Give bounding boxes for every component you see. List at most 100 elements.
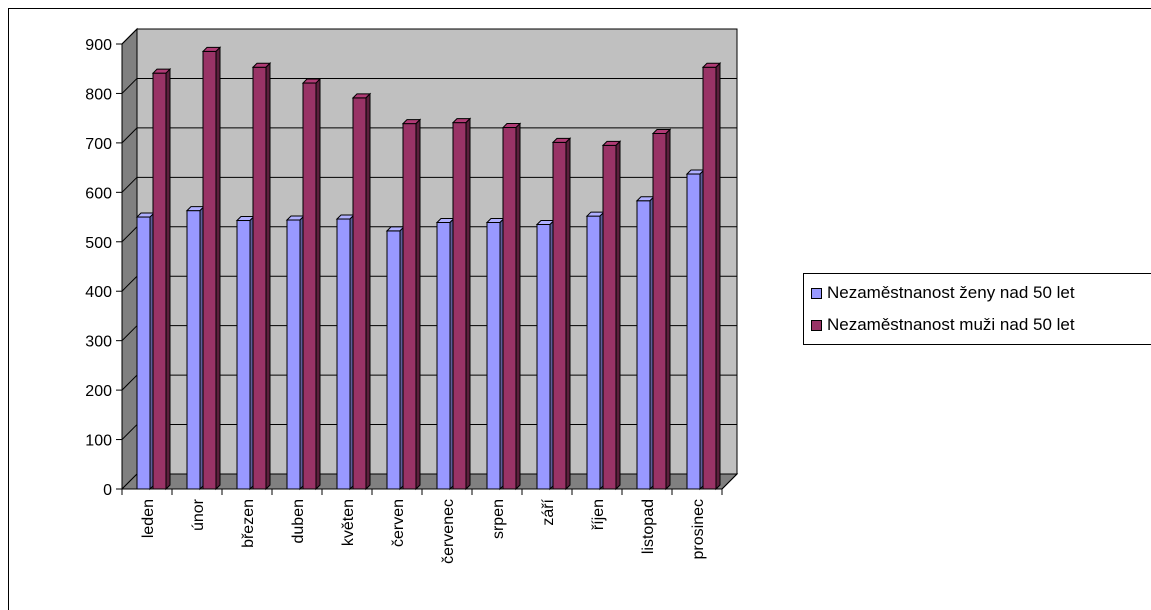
y-tick-label: 0 bbox=[103, 482, 112, 499]
y-tick-label: 700 bbox=[85, 136, 112, 153]
y-tick-label: 100 bbox=[85, 433, 112, 450]
bar-front bbox=[686, 173, 701, 490]
bar-front bbox=[252, 66, 267, 490]
legend-label-women: Nezaměstnanost ženy nad 50 let bbox=[827, 283, 1075, 302]
bar-men-září bbox=[551, 137, 572, 491]
y-tick-label: 600 bbox=[85, 185, 112, 202]
bar-front bbox=[652, 132, 667, 490]
bar-side bbox=[715, 62, 721, 491]
bar-side bbox=[665, 128, 671, 491]
bar-side bbox=[615, 140, 621, 491]
bar-men-květen bbox=[351, 92, 372, 491]
bar-men-srpen bbox=[501, 122, 522, 491]
bar-front bbox=[586, 215, 601, 490]
bar-front bbox=[486, 221, 501, 490]
bar-front bbox=[436, 221, 451, 490]
bar-front bbox=[286, 219, 301, 490]
bar-front bbox=[602, 144, 617, 490]
bar-men-únor bbox=[201, 46, 222, 491]
chart-area bbox=[8, 8, 1151, 610]
bar-women-červen bbox=[385, 225, 406, 491]
bar-men-červen bbox=[401, 118, 422, 491]
x-tick-label: červen bbox=[390, 499, 407, 547]
bar-women-leden bbox=[135, 211, 156, 491]
legend-item-men: Nezaměstnanost muži nad 50 let bbox=[811, 314, 1075, 336]
bar-front bbox=[202, 50, 217, 490]
x-tick-label: únor bbox=[190, 498, 207, 531]
y-tick-label: 500 bbox=[85, 235, 112, 252]
bar-side bbox=[165, 67, 171, 491]
gridline-diag bbox=[121, 28, 138, 45]
y-tick-label: 800 bbox=[85, 86, 112, 103]
legend-label-men: Nezaměstnanost muži nad 50 let bbox=[827, 315, 1075, 334]
bar-front bbox=[152, 72, 167, 490]
bar-front bbox=[136, 216, 151, 490]
gridline-diag bbox=[121, 226, 138, 243]
y-axis-ticks: 0 100 200 300 400 500 600 700 800 900 bbox=[85, 37, 122, 499]
legend-swatch-men bbox=[811, 319, 822, 331]
bar-women-říjen bbox=[585, 210, 606, 491]
bar-front bbox=[336, 218, 351, 490]
bar-women-duben bbox=[285, 214, 306, 491]
bar-men-prosinec bbox=[701, 62, 722, 491]
x-axis-ticks: leden únor březen duben květen červen červenec… bbox=[121, 489, 723, 564]
bar-side bbox=[265, 62, 271, 491]
bar-front bbox=[386, 230, 401, 490]
bar-women-září bbox=[535, 219, 556, 491]
bar-men-říjen bbox=[601, 140, 622, 491]
gridline-diag bbox=[121, 325, 138, 342]
bar-women-červenec bbox=[435, 217, 456, 491]
legend-swatch-women bbox=[811, 287, 822, 299]
legend: Nezaměstnanost ženy nad 50 let Nezaměstn… bbox=[803, 273, 1151, 345]
bar-side bbox=[415, 118, 421, 491]
bars bbox=[135, 46, 722, 491]
x-tick-label: září bbox=[540, 498, 557, 525]
bar-front bbox=[452, 122, 467, 490]
gridline-diag bbox=[121, 176, 138, 193]
x-tick-label: červenec bbox=[440, 499, 457, 564]
bar-women-květen bbox=[335, 213, 356, 491]
y-tick-label: 300 bbox=[85, 334, 112, 351]
bar-side bbox=[215, 46, 221, 491]
x-tick-label: listopad bbox=[640, 499, 657, 554]
x-tick-label: srpen bbox=[490, 499, 507, 539]
legend-item-women: Nezaměstnanost ženy nad 50 let bbox=[811, 282, 1075, 304]
bar-men-březen bbox=[251, 62, 272, 491]
y-tick-label: 400 bbox=[85, 284, 112, 301]
bar-front bbox=[302, 82, 317, 490]
side-wall bbox=[121, 27, 138, 491]
bar-front bbox=[502, 127, 517, 490]
bar-side bbox=[565, 137, 571, 491]
bar-men-duben bbox=[301, 77, 322, 491]
bar-men-listopad bbox=[651, 128, 672, 491]
bar-women-srpen bbox=[485, 217, 506, 491]
bar-side bbox=[465, 117, 471, 491]
bar-men-leden bbox=[151, 67, 172, 491]
gridline-diag bbox=[121, 275, 138, 292]
bar-side bbox=[515, 122, 521, 491]
bar-front bbox=[352, 97, 367, 490]
bar-front bbox=[636, 200, 651, 490]
y-tick-label: 200 bbox=[85, 383, 112, 400]
bar-front bbox=[552, 141, 567, 490]
bar-front bbox=[702, 66, 717, 490]
x-tick-label: květen bbox=[340, 499, 357, 546]
bar-women-březen bbox=[235, 215, 256, 491]
bar-front bbox=[236, 220, 251, 490]
x-tick-label: leden bbox=[140, 499, 157, 538]
x-tick-label: březen bbox=[240, 499, 257, 548]
gridline-diag bbox=[121, 127, 138, 144]
bar-women-prosinec bbox=[685, 168, 706, 491]
bar-women-únor bbox=[185, 205, 206, 491]
gridline-diag bbox=[121, 374, 138, 391]
bar-front bbox=[536, 223, 551, 490]
bar-side bbox=[315, 77, 321, 491]
x-tick-label: prosinec bbox=[690, 499, 707, 559]
x-tick-label: duben bbox=[290, 499, 307, 544]
bar-men-červenec bbox=[451, 117, 472, 491]
bar-women-listopad bbox=[635, 195, 656, 491]
x-axis-edge bbox=[721, 473, 738, 490]
gridline-diag bbox=[121, 424, 138, 440]
gridline-diag bbox=[121, 78, 138, 94]
